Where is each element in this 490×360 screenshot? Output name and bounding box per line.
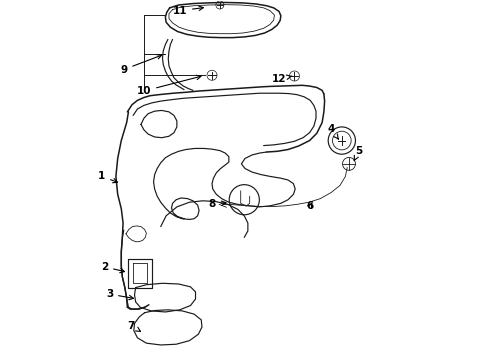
Text: 9: 9 <box>120 55 162 75</box>
Text: 12: 12 <box>272 74 292 84</box>
Text: 2: 2 <box>101 262 124 273</box>
Text: 5: 5 <box>354 145 363 161</box>
Text: 3: 3 <box>106 289 133 300</box>
Text: 7: 7 <box>127 321 141 332</box>
Text: 1: 1 <box>98 171 118 183</box>
Text: 6: 6 <box>307 201 314 211</box>
Text: 4: 4 <box>327 124 339 139</box>
Text: 11: 11 <box>172 6 203 16</box>
Text: 10: 10 <box>137 75 201 96</box>
Text: 8: 8 <box>208 199 226 210</box>
